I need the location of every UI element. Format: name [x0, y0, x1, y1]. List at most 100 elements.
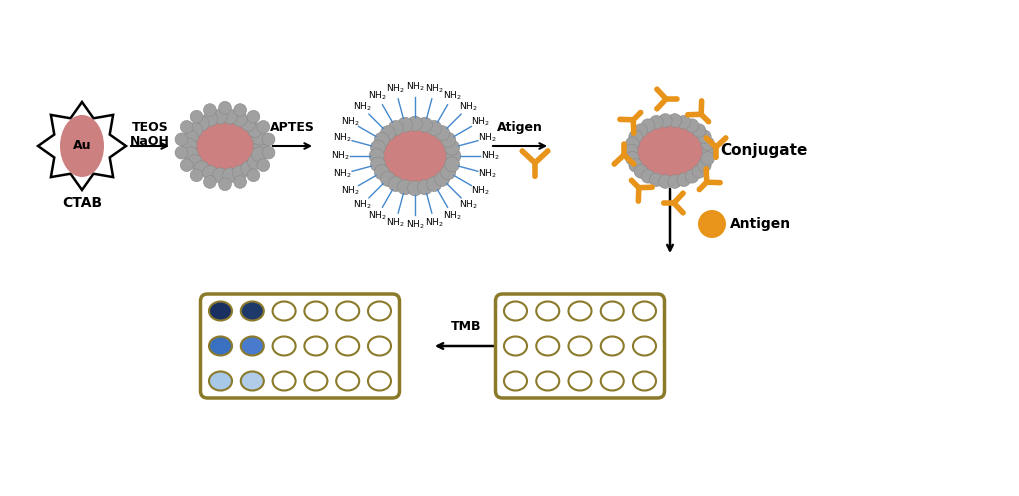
Circle shape	[187, 155, 203, 170]
Circle shape	[180, 159, 193, 172]
Circle shape	[212, 168, 227, 183]
Circle shape	[222, 109, 237, 124]
Circle shape	[699, 99, 704, 104]
Circle shape	[191, 110, 203, 123]
Circle shape	[654, 106, 659, 111]
Circle shape	[257, 121, 270, 133]
Circle shape	[247, 169, 260, 182]
Ellipse shape	[601, 336, 624, 356]
Text: NH$_2$: NH$_2$	[340, 115, 360, 127]
Circle shape	[233, 176, 247, 188]
Circle shape	[661, 200, 666, 205]
Circle shape	[233, 104, 247, 117]
Circle shape	[702, 144, 715, 158]
Ellipse shape	[273, 336, 296, 356]
Circle shape	[435, 172, 449, 186]
Circle shape	[641, 170, 655, 183]
Ellipse shape	[305, 336, 327, 356]
Circle shape	[204, 104, 216, 117]
Circle shape	[692, 165, 706, 178]
Ellipse shape	[209, 302, 232, 320]
Circle shape	[175, 146, 187, 159]
Circle shape	[698, 210, 726, 238]
Ellipse shape	[273, 302, 296, 320]
FancyBboxPatch shape	[201, 294, 399, 398]
Circle shape	[388, 177, 404, 191]
Text: NH$_2$: NH$_2$	[481, 150, 499, 162]
Circle shape	[257, 159, 270, 172]
Circle shape	[629, 159, 642, 172]
Circle shape	[262, 133, 275, 146]
Text: NaOH: NaOH	[130, 135, 170, 148]
Circle shape	[658, 114, 673, 127]
Circle shape	[701, 152, 714, 165]
Circle shape	[649, 116, 663, 129]
Ellipse shape	[368, 302, 391, 320]
Circle shape	[232, 166, 248, 181]
Circle shape	[629, 130, 642, 143]
Circle shape	[622, 142, 627, 147]
Circle shape	[685, 119, 699, 132]
Circle shape	[427, 121, 441, 135]
Circle shape	[520, 148, 525, 153]
Text: NH$_2$: NH$_2$	[333, 132, 352, 144]
Circle shape	[723, 135, 729, 140]
Circle shape	[219, 101, 231, 114]
Text: NH$_2$: NH$_2$	[459, 198, 478, 211]
Circle shape	[187, 123, 203, 137]
Ellipse shape	[569, 372, 591, 390]
Ellipse shape	[60, 115, 104, 177]
Circle shape	[626, 137, 639, 150]
Ellipse shape	[633, 372, 656, 390]
Circle shape	[252, 130, 267, 145]
Circle shape	[195, 161, 209, 176]
Circle shape	[408, 181, 423, 196]
Text: NH$_2$: NH$_2$	[478, 132, 497, 144]
Ellipse shape	[209, 336, 232, 356]
Text: NH$_2$: NH$_2$	[478, 168, 497, 180]
Circle shape	[641, 119, 655, 132]
Text: NH$_2$: NH$_2$	[406, 219, 424, 231]
Circle shape	[698, 130, 711, 143]
Circle shape	[204, 176, 216, 188]
Ellipse shape	[536, 336, 559, 356]
Text: APTES: APTES	[270, 121, 315, 134]
Circle shape	[427, 177, 441, 191]
Text: NH$_2$: NH$_2$	[386, 83, 405, 96]
Circle shape	[203, 166, 218, 181]
Circle shape	[418, 117, 432, 132]
Circle shape	[435, 125, 449, 140]
Circle shape	[388, 121, 404, 135]
Text: NH$_2$: NH$_2$	[425, 83, 443, 96]
Circle shape	[441, 132, 455, 147]
Text: NH$_2$: NH$_2$	[340, 185, 360, 197]
Ellipse shape	[633, 302, 656, 320]
Text: NH$_2$: NH$_2$	[368, 210, 387, 222]
Text: NH$_2$: NH$_2$	[368, 90, 387, 102]
Circle shape	[701, 137, 714, 150]
Circle shape	[183, 147, 199, 162]
Circle shape	[380, 125, 395, 140]
Circle shape	[371, 140, 385, 155]
Circle shape	[704, 135, 709, 140]
Ellipse shape	[240, 302, 264, 320]
Ellipse shape	[209, 372, 232, 390]
Text: Conjugate: Conjugate	[720, 143, 807, 159]
Ellipse shape	[633, 336, 656, 356]
Ellipse shape	[336, 372, 360, 390]
Text: NH$_2$: NH$_2$	[471, 185, 489, 197]
Text: NH$_2$: NH$_2$	[386, 217, 405, 229]
Ellipse shape	[536, 302, 559, 320]
Circle shape	[374, 132, 389, 147]
Circle shape	[636, 198, 641, 203]
Circle shape	[408, 116, 423, 131]
Text: Antigen: Antigen	[730, 217, 791, 231]
Circle shape	[183, 130, 199, 145]
Circle shape	[545, 148, 550, 153]
Circle shape	[444, 140, 460, 155]
Circle shape	[248, 155, 263, 170]
Text: Atigen: Atigen	[497, 121, 543, 134]
Circle shape	[631, 162, 636, 167]
Text: NH$_2$: NH$_2$	[353, 198, 371, 211]
Circle shape	[191, 169, 203, 182]
